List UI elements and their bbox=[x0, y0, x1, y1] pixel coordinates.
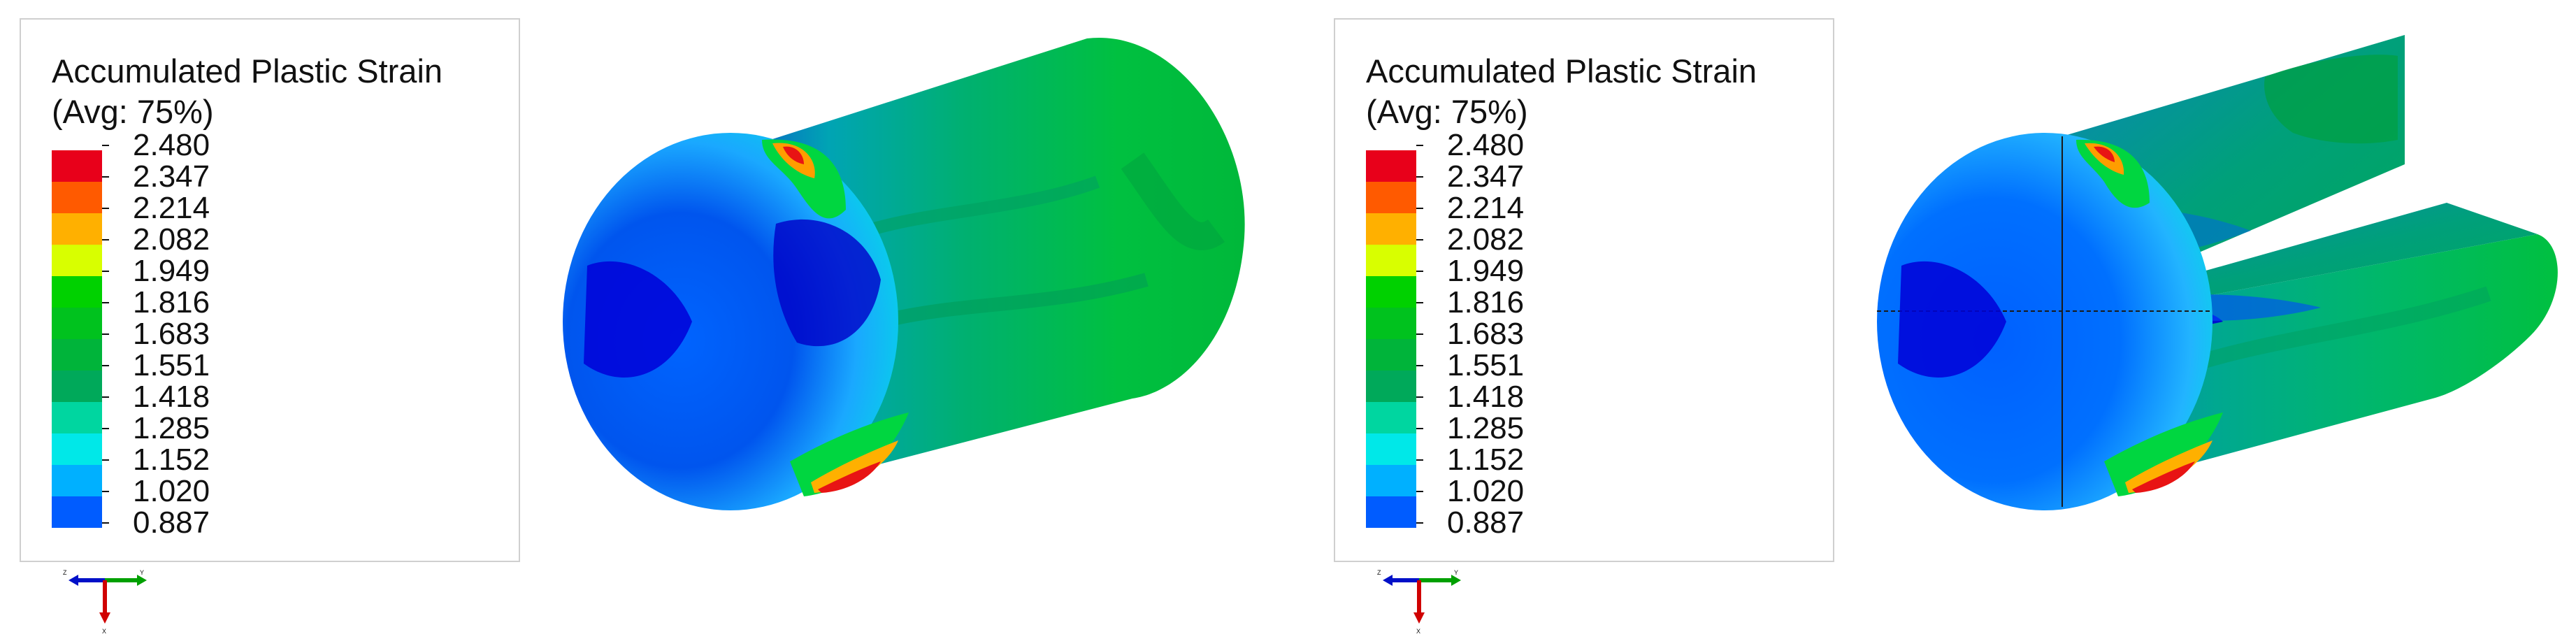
scale-tick: 0.887 bbox=[1416, 507, 1587, 538]
scale-swatch-12 bbox=[52, 496, 102, 528]
scale-tick: 1.551 bbox=[102, 350, 273, 381]
triad-x-arrow bbox=[99, 580, 110, 624]
scale-swatch-10 bbox=[1366, 433, 1416, 465]
scale-tick: 1.949 bbox=[1416, 255, 1587, 287]
triad-z-label: Z bbox=[1377, 569, 1381, 576]
scale-tick: 1.020 bbox=[102, 475, 273, 507]
scale-swatch-8 bbox=[52, 371, 102, 402]
scale-tick: 2.480 bbox=[102, 129, 273, 161]
legend-title: Accumulated Plastic Strain bbox=[52, 52, 443, 89]
scale-swatch-4 bbox=[1366, 245, 1416, 276]
scale-tick: 1.285 bbox=[102, 412, 273, 444]
scale-swatch-9 bbox=[1366, 402, 1416, 433]
scale-tick: 1.418 bbox=[1416, 381, 1587, 412]
triad-z-arrow bbox=[69, 575, 105, 586]
triad-z-arrow bbox=[1383, 575, 1419, 586]
left-panel: Accumulated Plastic Strain (Avg: 75%) 2.… bbox=[20, 18, 1245, 635]
cylinder-end-face bbox=[1877, 133, 2223, 510]
legend-subtitle: (Avg: 75%) bbox=[1366, 93, 1528, 130]
scale-swatch-7 bbox=[1366, 339, 1416, 371]
axis-triad: Y Z X bbox=[63, 569, 147, 635]
axis-triad: Y Z X bbox=[1377, 569, 1461, 635]
scale-tick: 2.347 bbox=[1416, 161, 1587, 192]
scale-swatch-10 bbox=[52, 433, 102, 465]
triad-x-label: X bbox=[1416, 628, 1420, 635]
scale-swatch-5 bbox=[52, 276, 102, 308]
scale-tick: 1.816 bbox=[1416, 287, 1587, 318]
scale-swatch-11 bbox=[1366, 465, 1416, 496]
color-scale bbox=[1366, 150, 1416, 528]
scale-tick: 2.214 bbox=[1416, 192, 1587, 224]
triad-y-label: Y bbox=[1454, 569, 1458, 576]
cylinder-model-full bbox=[563, 37, 1245, 510]
scale-swatch-2 bbox=[52, 182, 102, 213]
scale-tick: 1.418 bbox=[102, 381, 273, 412]
scale-tick: 0.887 bbox=[102, 507, 273, 538]
scale-tick: 1.551 bbox=[1416, 350, 1587, 381]
color-scale bbox=[52, 150, 102, 528]
triad-x-arrow bbox=[1413, 580, 1425, 624]
scale-swatch-1 bbox=[52, 150, 102, 182]
scale-tick: 1.683 bbox=[102, 318, 273, 350]
scale-tick: 1.285 bbox=[1416, 412, 1587, 444]
scale-swatch-1 bbox=[1366, 150, 1416, 182]
scale-tick: 2.082 bbox=[1416, 224, 1587, 255]
cylinder-model-cut bbox=[1877, 35, 2558, 510]
scale-swatch-12 bbox=[1366, 496, 1416, 528]
legend-box bbox=[1334, 18, 1834, 562]
scale-swatch-4 bbox=[52, 245, 102, 276]
scale-tick: 1.816 bbox=[102, 287, 273, 318]
legend-title: Accumulated Plastic Strain bbox=[1366, 52, 1757, 89]
scale-tick: 2.082 bbox=[102, 224, 273, 255]
scale-swatch-6 bbox=[1366, 308, 1416, 339]
triad-x-label: X bbox=[102, 628, 106, 635]
scale-swatch-7 bbox=[52, 339, 102, 371]
scale-swatch-9 bbox=[52, 402, 102, 433]
scale-swatch-11 bbox=[52, 465, 102, 496]
triad-y-label: Y bbox=[140, 569, 144, 576]
scale-swatch-3 bbox=[1366, 213, 1416, 245]
scale-swatch-6 bbox=[52, 308, 102, 339]
legend-box bbox=[20, 18, 520, 562]
scale-swatch-3 bbox=[52, 213, 102, 245]
triad-y-arrow bbox=[1419, 575, 1461, 586]
scale-tick: 2.347 bbox=[102, 161, 273, 192]
scale-swatch-5 bbox=[1366, 276, 1416, 308]
scale-tick: 1.152 bbox=[102, 444, 273, 475]
scale-tick: 1.152 bbox=[1416, 444, 1587, 475]
scale-swatch-8 bbox=[1366, 371, 1416, 402]
triad-y-arrow bbox=[105, 575, 147, 586]
cylinder-end-face bbox=[563, 133, 909, 510]
right-panel: Accumulated Plastic Strain (Avg: 75%) 2.… bbox=[1314, 0, 2576, 639]
scale-swatch-2 bbox=[1366, 182, 1416, 213]
scale-tick: 1.683 bbox=[1416, 318, 1587, 350]
scale-tick: 2.214 bbox=[102, 192, 273, 224]
triad-z-label: Z bbox=[63, 569, 67, 576]
scale-tick: 2.480 bbox=[1416, 129, 1587, 161]
scale-tick: 1.949 bbox=[102, 255, 273, 287]
legend-subtitle: (Avg: 75%) bbox=[52, 93, 214, 130]
scale-tick: 1.020 bbox=[1416, 475, 1587, 507]
